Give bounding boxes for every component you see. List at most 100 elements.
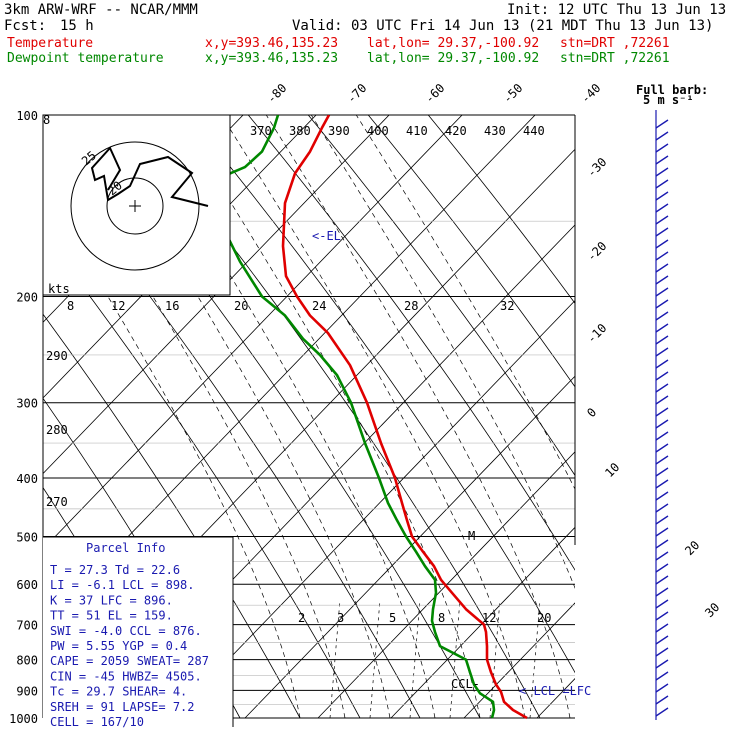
mixing-ratio-line bbox=[489, 599, 501, 719]
hodograph-ring-label: 8 bbox=[67, 299, 74, 313]
parcel-info-row: SWI = -4.0 CCL = 876. bbox=[50, 624, 202, 638]
isotherm-label: 10 bbox=[602, 460, 622, 480]
theta-label: 420 bbox=[445, 124, 467, 138]
mixing-ratio-line bbox=[529, 599, 541, 719]
isotherm-label: -30 bbox=[584, 155, 609, 180]
moist-adiabat bbox=[175, 115, 481, 719]
temperature-station: stn=DRT ,72261 bbox=[560, 36, 670, 51]
wind-barb-units: 5 m s⁻¹ bbox=[643, 93, 694, 107]
forecast-hour: 15 h bbox=[60, 18, 94, 34]
dry-adiabat bbox=[247, 115, 575, 571]
model-title: 3km ARW-WRF -- NCAR/MMM bbox=[4, 2, 198, 18]
theta-left-label: 270 bbox=[46, 495, 68, 509]
temperature-legend: Temperature bbox=[7, 36, 94, 51]
el-annotation: <-EL bbox=[312, 229, 341, 243]
isotherm-line bbox=[390, 526, 575, 719]
isotherm-label: -80 bbox=[264, 81, 289, 106]
wind-barb bbox=[655, 227, 669, 237]
wind-barb bbox=[655, 167, 669, 177]
isotherm-label: -20 bbox=[584, 239, 609, 264]
mixing-ratio-line bbox=[369, 599, 381, 719]
moist-adiabat bbox=[220, 115, 526, 719]
temperature-latlon: lat,lon= 29.37,-100.92 bbox=[367, 36, 540, 51]
mixing-ratio-label: 8 bbox=[438, 611, 445, 625]
wind-barb bbox=[655, 587, 669, 597]
wind-barb bbox=[655, 239, 669, 249]
valid-time: Valid: 03 UTC Fri 14 Jun 13 (21 MDT Thu … bbox=[292, 18, 714, 34]
wind-barb bbox=[655, 347, 669, 357]
dry-adiabat bbox=[427, 115, 575, 304]
dry-adiabat bbox=[307, 115, 575, 477]
dewpoint-xy: x,y=393.46,135.23 bbox=[205, 51, 339, 66]
hodograph-ring-label-small: 8 bbox=[43, 113, 50, 127]
dewpoint-station: stn=DRT ,72261 bbox=[560, 51, 670, 66]
melting-level-annotation: M bbox=[468, 529, 475, 543]
wind-barb bbox=[655, 527, 669, 537]
parcel-info-row: SREH = 91 LAPSE= 7.2 bbox=[50, 700, 195, 714]
wind-barb bbox=[655, 299, 669, 309]
mixing-ratio-label: 20 bbox=[537, 611, 551, 625]
mixing-ratio-label: 3 bbox=[337, 611, 344, 625]
isotherm-line bbox=[244, 375, 575, 719]
wind-barb bbox=[655, 443, 669, 453]
wind-barb bbox=[655, 359, 669, 369]
pressure-label: 800 bbox=[16, 654, 38, 668]
moist-adiabat bbox=[130, 115, 436, 719]
mixing-ratio-label: 2 bbox=[298, 611, 305, 625]
wind-barb bbox=[655, 311, 669, 321]
wind-barb bbox=[655, 599, 669, 609]
isotherm-label: -50 bbox=[500, 81, 525, 106]
wind-barb bbox=[655, 491, 669, 501]
parcel-info-background bbox=[43, 537, 233, 727]
moist-adiabat bbox=[355, 115, 575, 491]
theta-label: 440 bbox=[523, 124, 545, 138]
dry-adiabat bbox=[187, 115, 575, 674]
mixing-ratio-label: 12 bbox=[482, 611, 496, 625]
parcel-info-row: TT = 51 EL = 159. bbox=[50, 609, 173, 623]
parcel-info-row: T = 27.3 Td = 22.6 bbox=[50, 563, 180, 577]
wind-barb bbox=[655, 671, 669, 681]
wind-barb bbox=[655, 659, 669, 669]
isotherm-line bbox=[0, 55, 9, 718]
pressure-label: 100 bbox=[16, 109, 38, 123]
theta-label: 390 bbox=[328, 124, 350, 138]
wind-barb bbox=[655, 287, 669, 297]
wind-barb bbox=[655, 623, 669, 633]
parcel-info-row: PW = 5.55 YGP = 0.4 bbox=[50, 639, 187, 653]
isotherm-label: 20 bbox=[682, 538, 702, 558]
pressure-label: 300 bbox=[16, 397, 38, 411]
wind-barb bbox=[655, 383, 669, 393]
hodograph-ring-label: 28 bbox=[404, 299, 418, 313]
mixing-ratio-line bbox=[409, 599, 421, 719]
parcel-info-row: Tc = 29.7 SHEAR= 4. bbox=[50, 685, 187, 699]
dry-adiabat bbox=[43, 313, 301, 719]
temperature-profile bbox=[281, 115, 528, 720]
isotherm-label: -10 bbox=[584, 321, 609, 346]
moist-adiabat bbox=[85, 115, 391, 719]
isotherm-line bbox=[43, 115, 390, 475]
hodograph: 8 20 25 kts bbox=[42, 113, 231, 296]
init-time: Init: 12 UTC Thu 13 Jun 13 bbox=[507, 2, 727, 18]
isotherm-line bbox=[43, 115, 463, 550]
isotherm-label: -70 bbox=[344, 81, 369, 106]
hodograph-ring-label: 12 bbox=[111, 299, 125, 313]
pressure-label: 600 bbox=[16, 578, 38, 592]
isotherm-label: 30 bbox=[702, 600, 722, 620]
parcel-info-row: LI = -6.1 LCL = 898. bbox=[50, 578, 195, 592]
moist-adiabat bbox=[310, 115, 575, 589]
moist-adiabat bbox=[43, 117, 346, 719]
isotherm-line bbox=[317, 451, 575, 719]
wind-barb bbox=[655, 191, 669, 201]
theta-label: 410 bbox=[406, 124, 428, 138]
parcel-info-row: K = 37 LFC = 896. bbox=[50, 593, 173, 607]
wind-barb bbox=[655, 467, 669, 477]
wind-barb bbox=[655, 647, 669, 657]
isotherm-line bbox=[463, 602, 575, 719]
hodograph-ring-label: 32 bbox=[500, 299, 514, 313]
dry-adiabat bbox=[43, 233, 361, 719]
mixing-ratio-label: 5 bbox=[389, 611, 396, 625]
wind-barb bbox=[655, 131, 669, 141]
isotherm-label: -40 bbox=[578, 81, 603, 106]
isotherm-line bbox=[610, 55, 740, 718]
lcl-lfc-annotation: < LCL =LFC bbox=[519, 684, 591, 698]
